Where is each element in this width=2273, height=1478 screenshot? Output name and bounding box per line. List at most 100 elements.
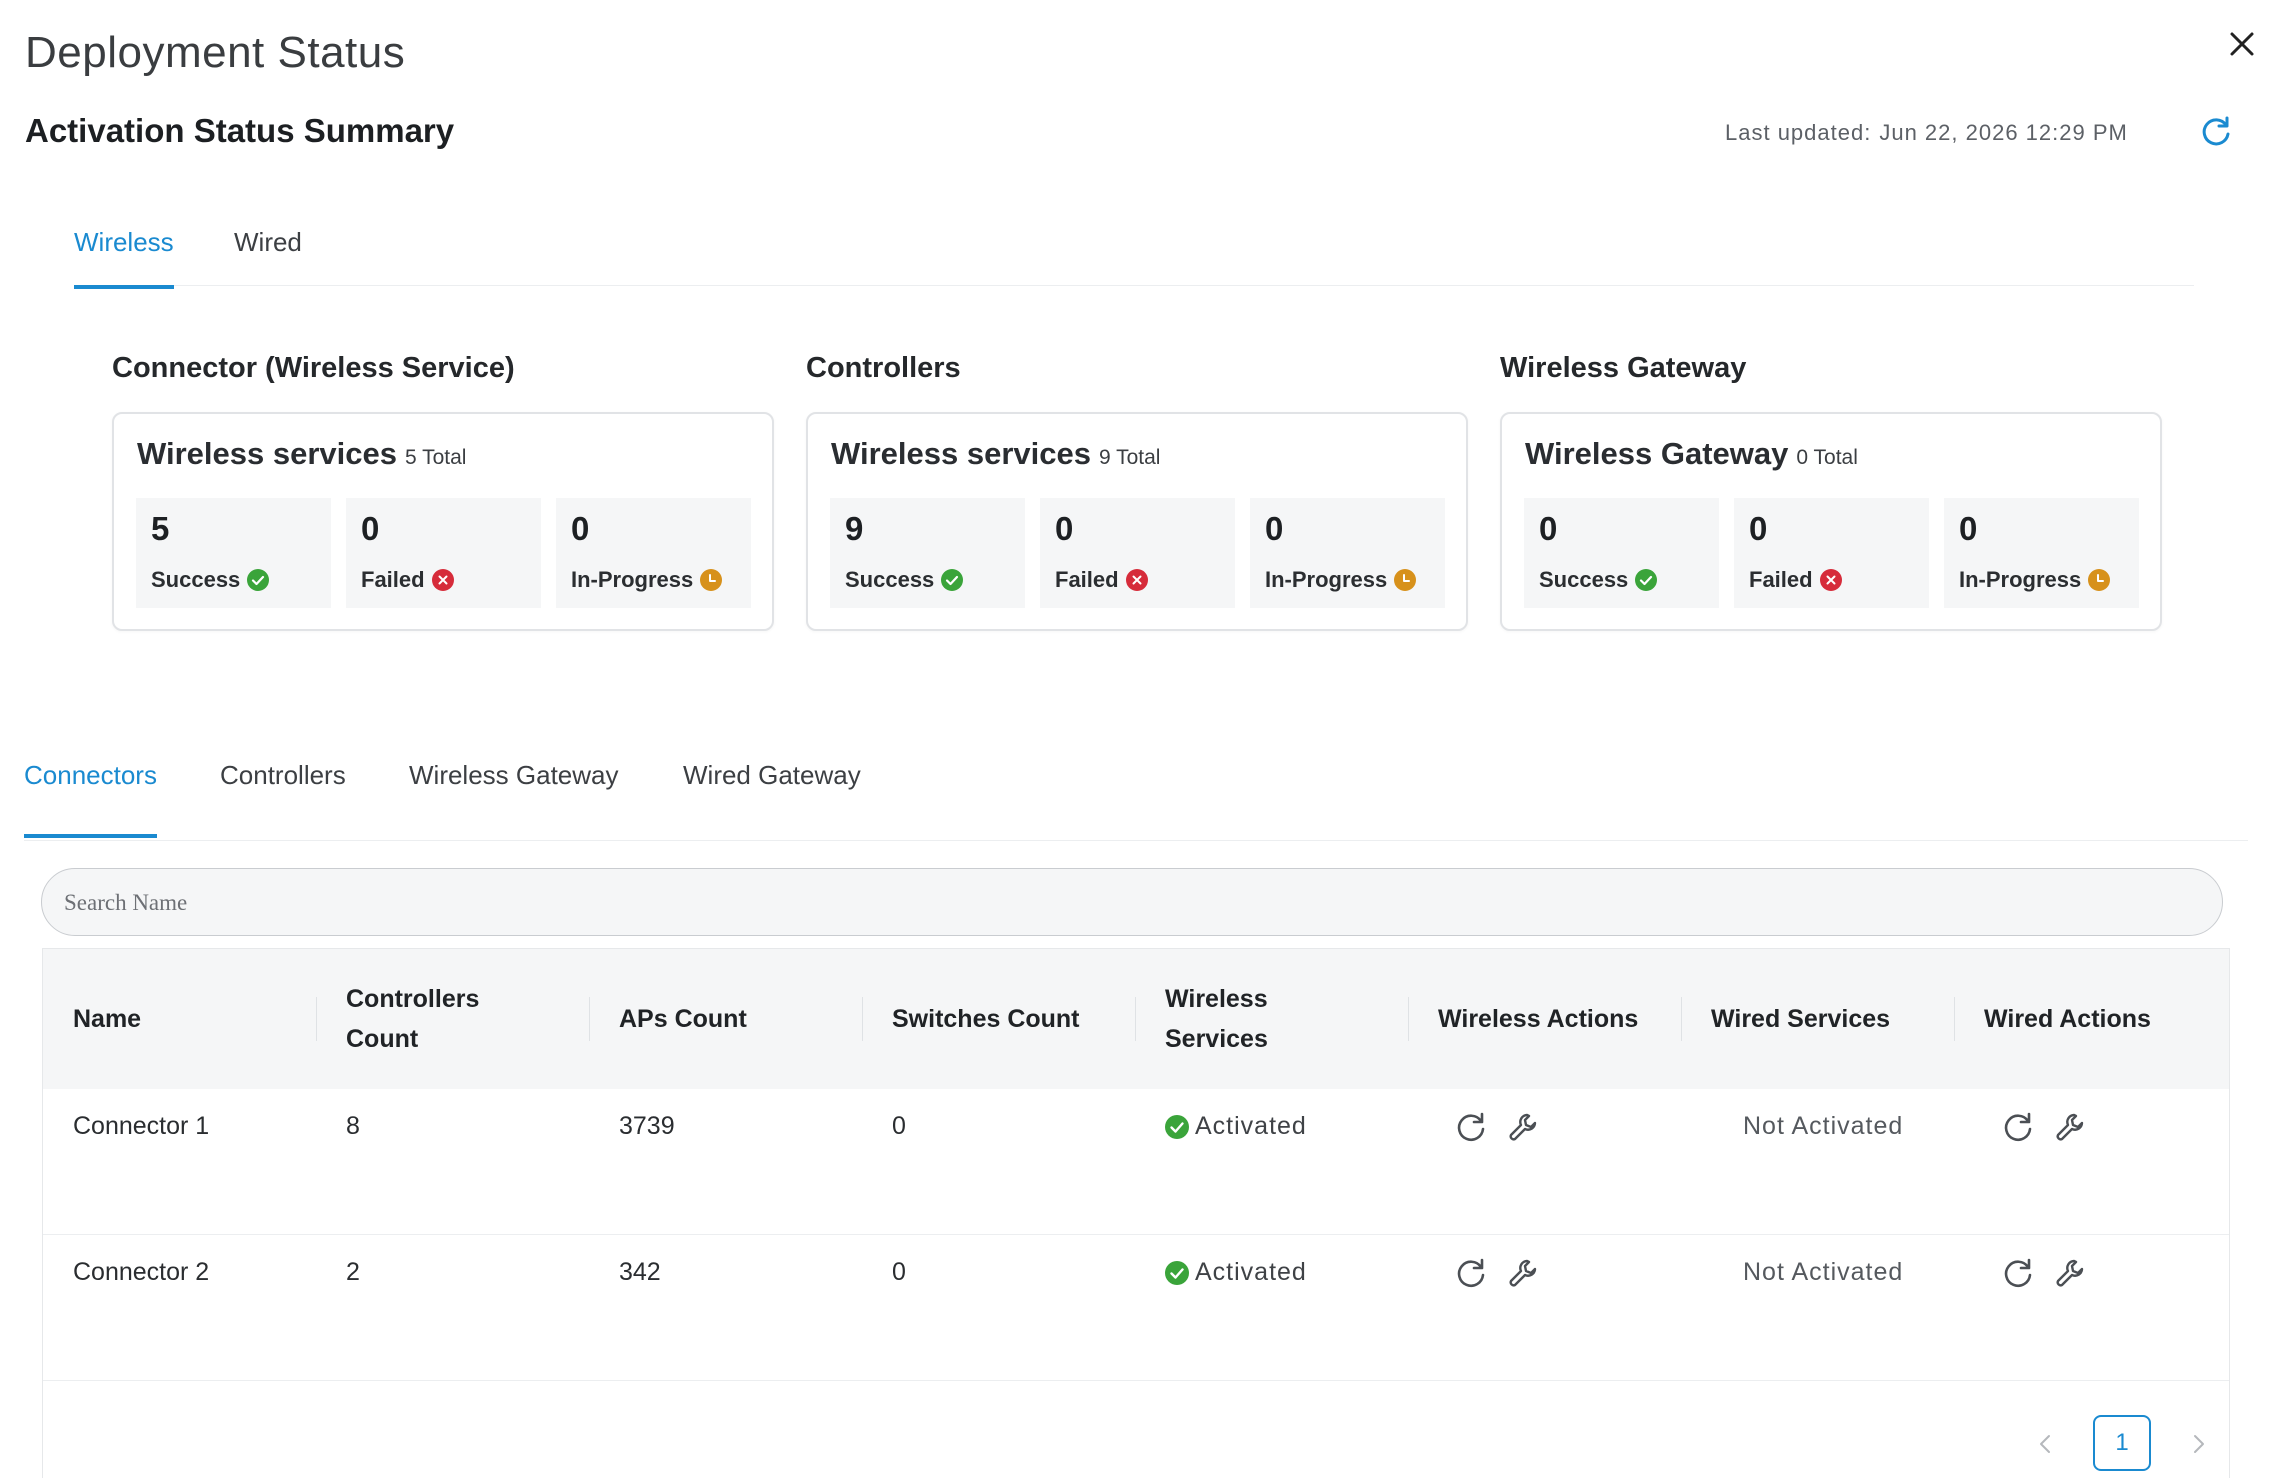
wireless-configure-button[interactable] — [1505, 1255, 1541, 1291]
stat-label-text: Failed — [361, 567, 425, 592]
stat-value: 0 — [571, 510, 590, 547]
stat-failed: 0 Failed — [1040, 498, 1235, 608]
section-title-controllers: Controllers — [806, 352, 961, 384]
check-circle-icon — [247, 569, 270, 591]
last-updated-value: Jun 22, 2026 12:29 PM — [1879, 120, 2128, 145]
wired-configure-button[interactable] — [2052, 1109, 2088, 1145]
wired-retry-button[interactable] — [2000, 1109, 2036, 1145]
tab-controllers[interactable]: Controllers — [220, 760, 346, 790]
tab-wireless-gateway[interactable]: Wireless Gateway — [409, 760, 619, 790]
col-label-line: Services — [1165, 1025, 1268, 1053]
card-header: Wireless services 9 Total — [831, 436, 1160, 472]
wired-retry-button[interactable] — [2000, 1255, 2036, 1291]
stat-success: 5 Success — [136, 498, 331, 608]
stat-value: 9 — [845, 510, 864, 547]
col-wired-actions: Wired Actions — [1984, 1005, 2151, 1033]
wrench-icon — [2056, 1113, 2084, 1141]
pagination-page-1[interactable]: 1 — [2093, 1415, 2151, 1471]
tab-wired-gateway[interactable]: Wired Gateway — [683, 760, 861, 790]
search-input[interactable] — [62, 869, 2186, 937]
stat-label: Failed — [361, 567, 454, 593]
search-box — [41, 868, 2223, 937]
wired-status-text: Not Activated — [1743, 1258, 1904, 1286]
device-type-tabs: Wireless Wired — [74, 210, 2194, 289]
last-updated: Last updated: Jun 22, 2026 12:29 PM — [1725, 120, 2128, 146]
wireless-retry-button[interactable] — [1453, 1109, 1489, 1145]
wireless-status-text: Activated — [1195, 1112, 1307, 1140]
retry-icon — [2004, 1258, 2032, 1288]
summary-card-controllers: Wireless services 9 Total 9 Success 0 Fai… — [806, 412, 1468, 631]
wired-configure-button[interactable] — [2052, 1255, 2088, 1291]
pagination-next-button[interactable] — [2186, 1424, 2212, 1464]
close-button[interactable] — [2220, 22, 2264, 66]
refresh-button[interactable] — [2198, 114, 2234, 150]
tab-wireless[interactable]: Wireless — [74, 227, 174, 289]
refresh-icon — [2202, 116, 2230, 146]
stat-label-text: In-Progress — [571, 567, 694, 592]
stat-label: Success — [845, 567, 964, 593]
stat-value: 0 — [361, 510, 380, 547]
clock-icon — [2088, 569, 2111, 591]
stat-in-progress: 0 In-Progress — [1944, 498, 2139, 608]
stat-value: 0 — [1055, 510, 1074, 547]
col-label-line: Controllers — [346, 985, 480, 1013]
stat-success: 9 Success — [830, 498, 1025, 608]
chevron-right-icon — [2194, 1435, 2204, 1453]
stat-label-text: Success — [1539, 567, 1629, 592]
x-circle-icon — [1125, 569, 1148, 591]
card-name: Wireless services — [831, 436, 1091, 471]
col-name[interactable]: Name — [73, 1005, 142, 1033]
col-switches-count[interactable]: Switches Count — [892, 1005, 1080, 1033]
clock-icon — [1394, 569, 1417, 591]
stat-label-text: Failed — [1055, 567, 1119, 592]
col-label-line: Wireless — [1165, 985, 1268, 1013]
stat-label-text: In-Progress — [1265, 567, 1388, 592]
stat-label-text: In-Progress — [1959, 567, 2082, 592]
column-divider — [1954, 997, 1955, 1041]
resource-tabs: Connectors Controllers Wireless Gateway … — [24, 740, 2248, 841]
clock-icon — [700, 569, 723, 591]
cell-name: Connector 2 — [73, 1258, 210, 1286]
tab-connectors[interactable]: Connectors — [24, 760, 157, 838]
col-aps-count[interactable]: APs Count — [619, 1005, 747, 1033]
section-title-wireless-gateway: Wireless Gateway — [1500, 352, 1747, 384]
summary-card-connector: Wireless services 5 Total 5 Success 0 Fai… — [112, 412, 774, 631]
col-wireless-services[interactable]: Wireless Services — [1165, 949, 1268, 1089]
chevron-left-icon — [2040, 1435, 2050, 1453]
table-header: Name Controllers Count APs Count Switche… — [43, 949, 2229, 1089]
stat-failed: 0 Failed — [346, 498, 541, 608]
stat-label: In-Progress — [1265, 567, 1417, 593]
cell-controllers-count: 2 — [346, 1258, 360, 1286]
retry-icon — [1457, 1112, 1485, 1142]
connectors-table: Name Controllers Count APs Count Switche… — [42, 948, 2230, 1478]
wireless-retry-button[interactable] — [1453, 1255, 1489, 1291]
col-controllers-count[interactable]: Controllers Count — [346, 949, 479, 1089]
col-wireless-actions: Wireless Actions — [1438, 1005, 1639, 1033]
cell-wired-services: Not Activated — [1743, 1235, 1903, 1310]
wireless-configure-button[interactable] — [1505, 1109, 1541, 1145]
pagination-prev-button[interactable] — [2032, 1424, 2058, 1464]
column-divider — [862, 997, 863, 1041]
table-row: Connector 1 8 3739 0 Activated Not Activ… — [43, 1089, 2229, 1235]
summary-title: Activation Status Summary — [25, 112, 455, 149]
stat-label: In-Progress — [1959, 567, 2111, 593]
col-wired-services[interactable]: Wired Services — [1711, 1005, 1891, 1033]
cell-wireless-services: Activated — [1165, 1235, 1307, 1310]
check-circle-icon — [941, 569, 964, 591]
x-circle-icon — [431, 569, 454, 591]
card-total: 9 Total — [1098, 446, 1161, 469]
card-header: Wireless services 5 Total — [137, 436, 466, 472]
cell-switches-count: 0 — [892, 1112, 906, 1140]
column-divider — [1135, 997, 1136, 1041]
retry-icon — [2004, 1112, 2032, 1142]
cell-wired-services: Not Activated — [1743, 1089, 1903, 1164]
tab-wired[interactable]: Wired — [234, 227, 302, 257]
column-divider — [589, 997, 590, 1041]
last-updated-label: Last updated: — [1725, 120, 1872, 145]
card-name: Wireless services — [137, 436, 397, 471]
x-circle-icon — [1819, 569, 1842, 591]
stat-in-progress: 0 In-Progress — [556, 498, 751, 608]
card-header: Wireless Gateway 0 Total — [1525, 436, 1858, 472]
stat-failed: 0 Failed — [1734, 498, 1929, 608]
